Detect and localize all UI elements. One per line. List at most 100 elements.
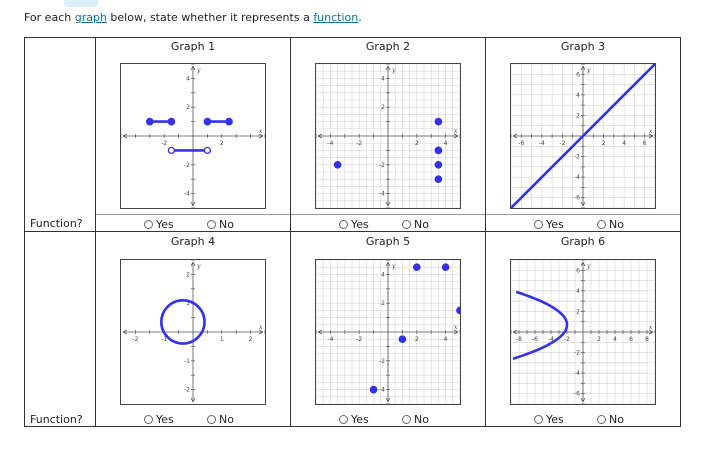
graph-link[interactable]: graph <box>74 11 107 24</box>
closed-point <box>167 117 176 126</box>
graph-title-4: Graph 4 <box>170 235 216 248</box>
x-tick-label: 2 <box>415 336 419 343</box>
row-label-cell <box>24 37 96 232</box>
y-tick-label: 4 <box>186 75 190 82</box>
graph-3-no-option[interactable]: No <box>597 218 624 231</box>
option-label: Yes <box>156 218 174 231</box>
option-label: Yes <box>156 413 174 426</box>
graph-3-yes-option[interactable]: Yes <box>534 218 564 231</box>
closed-point <box>203 117 212 126</box>
y-tick-label: -4 <box>184 191 190 198</box>
y-axis-arrows <box>190 65 196 207</box>
y-tick-label: -2 <box>574 350 580 357</box>
x-tick-label: 6 <box>643 140 647 147</box>
option-label: Yes <box>351 218 369 231</box>
graph-1-yes-option[interactable]: Yes <box>144 218 174 231</box>
x-axis-label: x <box>454 324 458 331</box>
y-axis-label: y <box>586 263 591 270</box>
radio-button[interactable] <box>144 415 153 424</box>
x-tick-label: 2 <box>249 336 253 343</box>
curve-line <box>511 64 655 208</box>
x-tick-label: 1 <box>220 336 224 343</box>
data-point <box>369 385 378 394</box>
graph-title-3: Graph 3 <box>560 40 606 53</box>
graph-6-no-option[interactable]: No <box>597 413 624 426</box>
radio-button[interactable] <box>534 415 543 424</box>
x-axis-arrows <box>317 329 459 335</box>
radio-button[interactable] <box>207 415 216 424</box>
graph-plot-3: -6 -4 -2 2 4 6 6 4 2 -2 -4 -6 x y <box>510 63 656 209</box>
x-tick-label: -1 <box>161 336 167 343</box>
graph-plot-5: -4 -2 2 4 4 2 -2 -4 x y <box>315 259 461 405</box>
graph-5-yes-option[interactable]: Yes <box>339 413 369 426</box>
graph-plot-1: -2 2 4 2 -2 -4 x y <box>120 63 266 209</box>
x-tick-label: 2 <box>602 140 606 147</box>
radio-button[interactable] <box>402 220 411 229</box>
radio-button[interactable] <box>402 415 411 424</box>
graph-2-yes-option[interactable]: Yes <box>339 218 369 231</box>
x-tick-label: -2 <box>564 336 570 343</box>
y-axis-label: y <box>391 67 396 74</box>
graph-title-1: Graph 1 <box>170 40 216 53</box>
divider <box>486 214 680 215</box>
radio-button[interactable] <box>597 220 606 229</box>
x-tick-label: -4 <box>539 140 545 147</box>
radio-button[interactable] <box>597 415 606 424</box>
graph-svg: -2 -1 1 2 2 1 -1 -2 x y <box>122 260 265 403</box>
graph-1-no-option[interactable]: No <box>207 218 234 231</box>
radio-button[interactable] <box>534 220 543 229</box>
x-tick-label: 8 <box>645 336 649 343</box>
graph-5-no-option[interactable]: No <box>402 413 429 426</box>
graph-6-yes-option[interactable]: Yes <box>534 413 564 426</box>
y-axis-arrows <box>580 65 586 207</box>
y-tick-label: 6 <box>576 267 580 274</box>
data-point <box>333 160 342 169</box>
x-tick-label: -8 <box>516 336 522 343</box>
radio-button[interactable] <box>339 415 348 424</box>
radio-button[interactable] <box>144 220 153 229</box>
y-axis-label: y <box>196 67 201 74</box>
closed-point <box>145 117 154 126</box>
divider <box>96 214 290 215</box>
open-point <box>167 146 176 155</box>
y-tick-label: -4 <box>574 174 580 181</box>
row-label: Function? <box>30 217 83 230</box>
x-tick-label: 4 <box>444 336 448 343</box>
graph-plot-2: -4 -2 2 4 4 2 -2 -4 x y <box>315 63 461 209</box>
data-point <box>434 175 443 184</box>
y-tick-label: -2 <box>379 162 385 169</box>
y-tick-label: 4 <box>381 271 385 278</box>
graph-svg: -8 -6 -4 -2 2 4 6 8 6 4 2 -2 -4 -6 x y <box>511 260 655 404</box>
y-tick-label: -4 <box>574 370 580 377</box>
y-axis-arrows <box>385 261 391 403</box>
graph-title-2: Graph 2 <box>365 40 411 53</box>
option-label: No <box>219 218 234 231</box>
graph-svg: -4 -2 2 4 4 2 -2 -4 x y <box>316 64 460 208</box>
option-label: No <box>609 218 624 231</box>
graph-table: Function? Graph 1 -2 2 4 2 -2 -4 x y Yes No Gra… <box>24 37 681 427</box>
x-tick-label: -4 <box>327 140 333 147</box>
graph-svg: -6 -4 -2 2 4 6 6 4 2 -2 -4 -6 x y <box>511 64 655 208</box>
graph-plot-4: -2 -1 1 2 2 1 -1 -2 x y <box>120 259 266 405</box>
radio-button[interactable] <box>339 220 348 229</box>
x-tick-label: -2 <box>161 140 167 147</box>
option-label: No <box>219 413 234 426</box>
x-tick-label: 4 <box>622 140 626 147</box>
y-tick-label: -1 <box>184 358 190 365</box>
graph-2-no-option[interactable]: No <box>402 218 429 231</box>
y-tick-label: -2 <box>184 387 190 394</box>
x-tick-label: -2 <box>356 336 362 343</box>
graph-4-no-option[interactable]: No <box>207 413 234 426</box>
data-point <box>434 117 443 126</box>
data-point <box>398 335 407 344</box>
data-point <box>456 306 460 315</box>
function-link[interactable]: function <box>313 11 359 24</box>
data-point <box>434 160 443 169</box>
y-tick-label: -4 <box>379 387 385 394</box>
x-axis-arrows <box>512 329 654 335</box>
radio-button[interactable] <box>207 220 216 229</box>
graph-4-yes-option[interactable]: Yes <box>144 413 174 426</box>
instructions-text: For each <box>24 11 75 24</box>
y-tick-label: -2 <box>184 162 190 169</box>
x-axis-label: x <box>259 128 263 135</box>
